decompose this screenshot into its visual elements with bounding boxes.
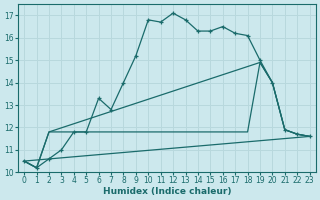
X-axis label: Humidex (Indice chaleur): Humidex (Indice chaleur) — [103, 187, 231, 196]
